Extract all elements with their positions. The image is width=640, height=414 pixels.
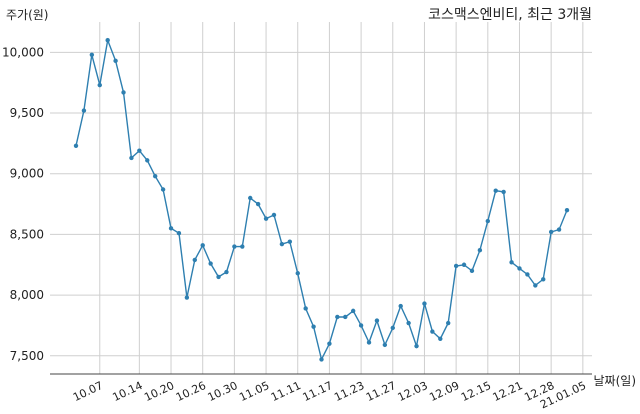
price-point [263, 216, 269, 221]
price-point [168, 226, 174, 231]
price-point [358, 323, 364, 328]
x-tick-label: 10.07 [71, 379, 105, 404]
price-point [81, 108, 87, 113]
price-point [493, 188, 498, 193]
price-point [564, 207, 570, 213]
price-line [75, 37, 568, 362]
price-point [113, 58, 118, 64]
x-tick-label: 11.27 [364, 379, 398, 404]
price-point [509, 260, 514, 265]
price-point [279, 241, 285, 247]
y-tick-label: 8,000 [10, 288, 44, 302]
y-tick-label: 9,000 [10, 167, 44, 181]
chart-title: 코스맥스엔비티, 최근 3개월 [428, 7, 592, 23]
price-point [176, 231, 182, 236]
price-point [129, 155, 134, 161]
price-point [303, 306, 308, 311]
price-point [160, 187, 166, 192]
price-point [224, 269, 229, 275]
price-point [319, 357, 324, 362]
x-tick-label: 11.17 [301, 379, 335, 404]
price-point [232, 244, 237, 249]
price-point [366, 340, 372, 345]
x-tick-labels: 10.07 10.1410.2010.2610.3011.0511.1111.17… [71, 379, 588, 411]
price-point [430, 329, 435, 334]
price-point [414, 343, 419, 349]
price-point [374, 318, 380, 323]
price-point [192, 257, 197, 263]
price-point [145, 158, 150, 163]
price-point [517, 266, 522, 271]
price-point [200, 243, 205, 248]
price-point [343, 314, 348, 320]
price-point [105, 38, 110, 43]
price-point [335, 314, 340, 320]
price-point [327, 341, 332, 346]
x-tick-label: 12.09 [427, 379, 461, 404]
price-point [390, 325, 395, 331]
price-point [240, 244, 245, 249]
price-point [533, 283, 538, 288]
price-point [271, 212, 277, 218]
price-point [453, 263, 459, 269]
price-point [477, 247, 483, 253]
price-point [556, 227, 562, 232]
price-point [398, 303, 403, 309]
price-point [97, 82, 102, 88]
price-point [350, 308, 356, 314]
grid-lines [50, 22, 592, 374]
y-tick-label: 9,500 [10, 106, 44, 120]
price-point [541, 277, 546, 282]
price-point [525, 272, 530, 277]
price-point [438, 336, 443, 341]
x-tick-label: 10.26 [174, 379, 208, 404]
price-point [501, 189, 506, 195]
price-point [287, 239, 293, 244]
y-tick-label: 10,000 [2, 45, 44, 59]
price-series [73, 37, 570, 362]
price-point [248, 195, 253, 201]
x-axis-title: 날짜(일) [593, 374, 636, 388]
price-point [216, 274, 221, 280]
y-tick-labels: 7,500 8,000 8,500 9,000 9,500 10,000 [2, 45, 44, 362]
price-point [311, 324, 316, 329]
price-point [446, 320, 451, 326]
price-point [382, 342, 388, 348]
x-tick-label: 10.20 [142, 379, 176, 404]
y-tick-label: 8,500 [10, 227, 44, 241]
price-point [208, 261, 213, 266]
price-point [485, 218, 491, 224]
price-point [89, 52, 95, 57]
price-point [255, 201, 261, 207]
price-point [406, 320, 411, 326]
price-point [121, 90, 126, 95]
y-tick-label: 7,500 [10, 349, 44, 363]
y-axis-title: 주가(원) [6, 8, 49, 22]
price-point [469, 268, 475, 274]
x-tick-label: 12.03 [396, 379, 430, 404]
price-point [461, 262, 467, 267]
x-tick-label: 10.14 [111, 379, 145, 404]
price-point [295, 271, 300, 276]
price-point [152, 173, 158, 179]
price-point [137, 148, 142, 153]
x-tick-label: 10.30 [206, 379, 240, 404]
price-point [73, 143, 79, 149]
price-point [184, 295, 190, 300]
x-tick-label: 12.15 [459, 379, 493, 404]
price-point [548, 229, 554, 235]
x-tick-label: 11.23 [332, 379, 366, 404]
x-tick-label: 11.11 [269, 379, 303, 404]
price-point [422, 301, 427, 306]
x-tick-label: 12.21 [491, 379, 525, 404]
x-tick-label: 11.05 [237, 379, 271, 404]
